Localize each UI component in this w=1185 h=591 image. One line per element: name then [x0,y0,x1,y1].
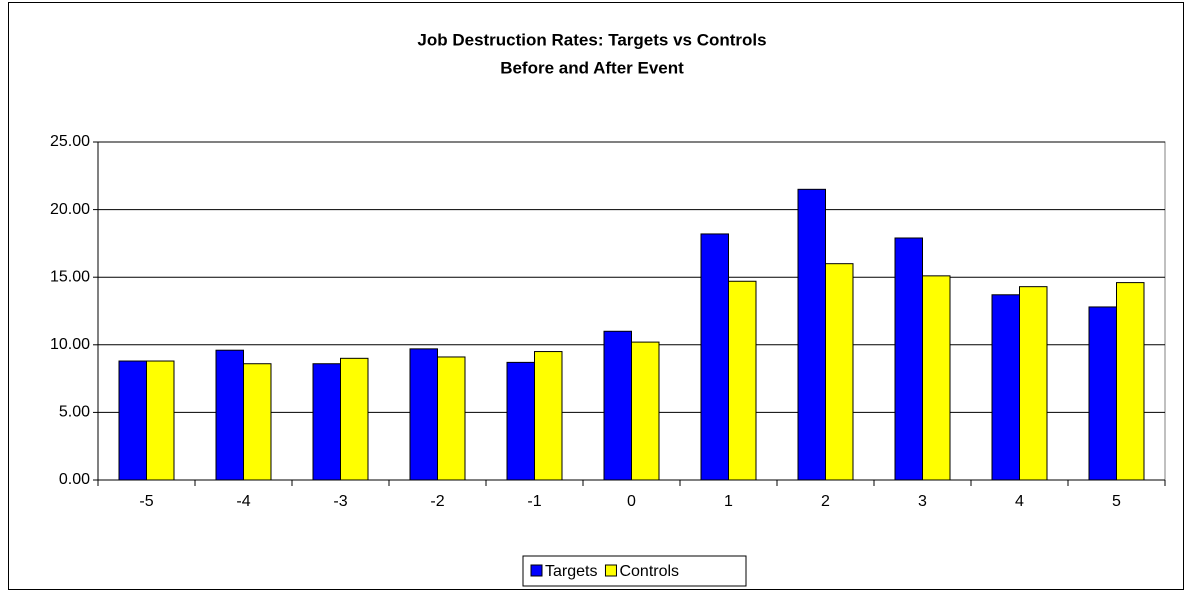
bar [825,263,854,481]
legend-swatch [530,564,543,577]
bar [631,341,660,481]
legend-box [522,555,747,587]
x-tick-label: 1 [724,493,733,510]
bar [243,363,272,481]
bar [340,357,369,481]
legend-swatch [604,564,617,577]
bar [312,363,341,481]
y-tick-label: 20.00 [50,201,90,218]
legend-label: Controls [619,563,679,580]
y-tick-label: 5.00 [59,404,90,421]
y-tick-label: 25.00 [50,133,90,150]
x-tick-label: 5 [1112,493,1121,510]
x-tick-label: -1 [527,493,541,510]
bar [1088,306,1117,481]
bar [894,237,923,481]
x-tick-label: -4 [236,493,250,510]
y-tick-label: 0.00 [59,471,90,488]
chart-subtitle: Before and After Event [500,58,684,77]
bar [215,349,244,481]
bar [922,275,951,481]
bar [728,280,757,481]
bar [146,360,175,481]
bar [603,330,632,481]
x-tick-label: -2 [430,493,444,510]
y-tick-label: 10.00 [50,336,90,353]
x-tick-label: 3 [918,493,927,510]
bar [1019,286,1048,481]
x-tick-label: 0 [627,493,636,510]
bar [437,356,466,481]
bar [118,360,147,481]
x-tick-label: -3 [333,493,347,510]
chart-title: Job Destruction Rates: Targets vs Contro… [417,30,766,49]
bar [700,233,729,481]
bar [506,361,535,481]
bar [409,348,438,481]
bar [534,351,563,481]
bar [797,188,826,481]
x-tick-label: 4 [1015,493,1024,510]
bar [991,294,1020,481]
x-tick-label: -5 [139,493,153,510]
y-tick-label: 15.00 [50,268,90,285]
bar [1116,282,1145,481]
x-tick-label: 2 [821,493,830,510]
legend-label: Targets [545,563,597,580]
